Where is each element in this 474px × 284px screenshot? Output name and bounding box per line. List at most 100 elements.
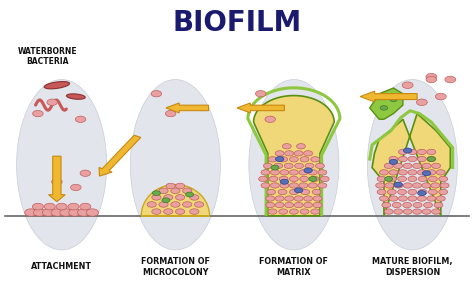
Circle shape xyxy=(80,170,91,176)
Circle shape xyxy=(385,177,392,181)
Circle shape xyxy=(399,170,407,175)
Ellipse shape xyxy=(44,82,70,89)
Circle shape xyxy=(274,163,283,168)
Circle shape xyxy=(437,196,445,201)
Circle shape xyxy=(390,97,397,102)
Circle shape xyxy=(431,183,440,188)
Polygon shape xyxy=(141,185,210,216)
Circle shape xyxy=(392,202,401,208)
Text: FORMATION OF
MATRIX: FORMATION OF MATRIX xyxy=(259,257,328,277)
Circle shape xyxy=(439,189,447,195)
Circle shape xyxy=(434,202,443,208)
Circle shape xyxy=(403,183,412,188)
Polygon shape xyxy=(166,103,209,113)
Ellipse shape xyxy=(17,80,107,250)
Circle shape xyxy=(279,157,288,162)
Circle shape xyxy=(279,176,288,181)
Circle shape xyxy=(162,198,170,202)
Circle shape xyxy=(164,195,173,200)
Circle shape xyxy=(47,99,57,105)
Circle shape xyxy=(380,196,388,201)
Circle shape xyxy=(152,195,161,200)
Circle shape xyxy=(69,209,81,216)
Circle shape xyxy=(440,183,449,188)
Circle shape xyxy=(320,176,329,181)
Circle shape xyxy=(309,183,317,188)
Circle shape xyxy=(424,202,432,208)
Circle shape xyxy=(408,149,417,154)
Polygon shape xyxy=(360,91,417,102)
Circle shape xyxy=(265,116,275,122)
Circle shape xyxy=(194,202,204,207)
Circle shape xyxy=(398,176,407,181)
Circle shape xyxy=(408,176,417,181)
Circle shape xyxy=(300,209,309,214)
Circle shape xyxy=(427,170,436,175)
Circle shape xyxy=(175,183,185,189)
Circle shape xyxy=(271,183,279,188)
Circle shape xyxy=(394,163,402,168)
Circle shape xyxy=(300,176,309,181)
Circle shape xyxy=(32,203,44,210)
Circle shape xyxy=(280,179,289,184)
Circle shape xyxy=(439,176,447,181)
Polygon shape xyxy=(237,103,284,113)
Circle shape xyxy=(418,149,426,154)
Circle shape xyxy=(422,171,431,176)
Circle shape xyxy=(432,209,440,214)
Circle shape xyxy=(290,189,298,195)
Circle shape xyxy=(56,203,67,210)
Circle shape xyxy=(152,209,161,214)
Text: FORMATION OF
MICROCOLONY: FORMATION OF MICROCOLONY xyxy=(141,257,210,277)
Circle shape xyxy=(175,195,185,200)
Circle shape xyxy=(86,209,99,216)
Circle shape xyxy=(418,189,427,195)
Circle shape xyxy=(60,209,72,216)
Circle shape xyxy=(52,179,62,185)
Circle shape xyxy=(159,202,168,207)
Circle shape xyxy=(261,170,270,175)
Polygon shape xyxy=(372,114,450,216)
Ellipse shape xyxy=(66,94,85,99)
Circle shape xyxy=(402,93,413,100)
Polygon shape xyxy=(370,88,403,119)
Circle shape xyxy=(151,91,162,97)
Circle shape xyxy=(403,209,412,214)
Circle shape xyxy=(422,209,431,214)
Circle shape xyxy=(268,157,277,162)
Circle shape xyxy=(190,195,199,200)
Circle shape xyxy=(68,203,79,210)
Circle shape xyxy=(269,176,278,181)
Circle shape xyxy=(259,176,267,181)
Circle shape xyxy=(304,168,312,173)
Circle shape xyxy=(384,209,393,214)
Circle shape xyxy=(309,177,317,181)
Circle shape xyxy=(316,163,324,168)
Circle shape xyxy=(309,170,317,175)
Circle shape xyxy=(75,116,86,122)
Circle shape xyxy=(267,189,275,195)
Circle shape xyxy=(275,202,284,208)
Circle shape xyxy=(159,188,168,194)
Circle shape xyxy=(428,176,438,181)
Circle shape xyxy=(305,163,314,168)
Circle shape xyxy=(34,209,46,216)
Circle shape xyxy=(418,191,426,196)
Circle shape xyxy=(389,196,398,201)
Circle shape xyxy=(285,151,293,156)
Polygon shape xyxy=(254,96,334,216)
Circle shape xyxy=(403,148,412,153)
Circle shape xyxy=(304,151,312,156)
Circle shape xyxy=(380,106,388,110)
Circle shape xyxy=(275,196,284,201)
Circle shape xyxy=(422,163,431,168)
Circle shape xyxy=(279,209,288,214)
Ellipse shape xyxy=(367,80,457,250)
Circle shape xyxy=(190,209,199,214)
Circle shape xyxy=(268,209,277,214)
Circle shape xyxy=(290,157,298,162)
Circle shape xyxy=(394,183,403,188)
Circle shape xyxy=(275,156,284,162)
Circle shape xyxy=(380,170,388,175)
Text: MATURE BIOFILM,
DISPERSION: MATURE BIOFILM, DISPERSION xyxy=(372,257,453,277)
